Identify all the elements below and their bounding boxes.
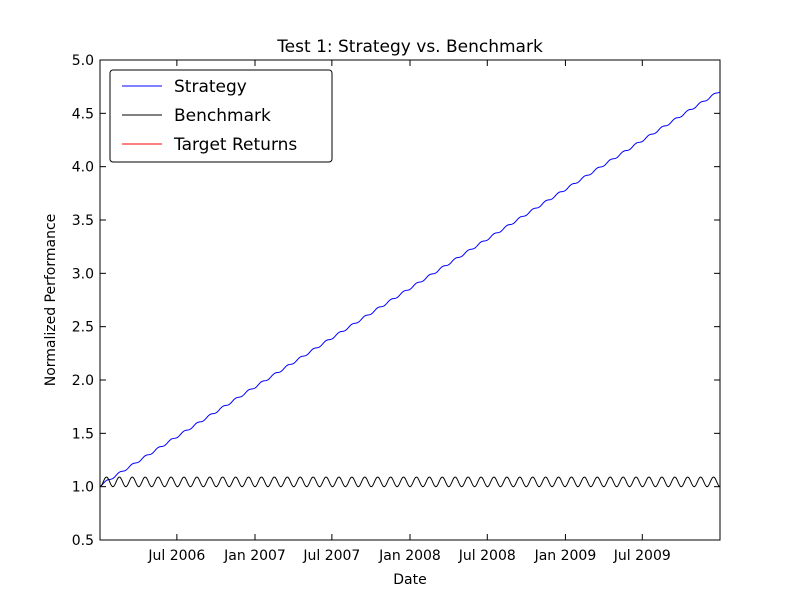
legend: Strategy Benchmark Target Returns — [109, 69, 333, 163]
legend-frame — [109, 69, 333, 163]
x-axis-ticks: Jul 2006 Jan 2007 Jul 2007 Jan 2008 Jul 2008… — [147, 60, 671, 564]
x-tick-label: Jul 2006 — [147, 548, 205, 564]
legend-label-target-returns: Target Returns — [173, 135, 297, 155]
series-line-benchmark — [99, 476, 721, 488]
x-tick-label: Jan 2007 — [223, 548, 286, 564]
y-tick-label: 3.5 — [72, 213, 94, 229]
y-axis-label: Normalized Performance — [43, 214, 59, 387]
x-tick-label: Jan 2009 — [534, 548, 597, 564]
x-tick-label: Jul 2008 — [458, 548, 516, 564]
y-tick-label: 4.0 — [72, 160, 94, 176]
series-layer — [99, 91, 721, 488]
y-tick-label: 3.0 — [72, 266, 94, 282]
x-tick-label: Jul 2007 — [302, 548, 360, 564]
y-tick-label: 2.0 — [72, 373, 94, 389]
y-tick-label: 1.0 — [72, 480, 94, 496]
y-tick-label: 2.5 — [72, 320, 94, 336]
legend-label-strategy: Strategy — [174, 77, 247, 97]
x-tick-label: Jul 2009 — [613, 548, 671, 564]
chart-title: Test 1: Strategy vs. Benchmark — [276, 37, 543, 57]
y-tick-label: 0.5 — [72, 533, 94, 549]
y-axis-ticks: 0.5 1.0 1.5 2.0 2.5 3.0 3.5 4.0 4.5 5.0 — [72, 53, 720, 549]
y-tick-label: 1.5 — [72, 426, 94, 442]
y-tick-label: 5.0 — [72, 53, 94, 69]
y-tick-label: 4.5 — [72, 106, 94, 122]
series-line-strategy — [99, 91, 721, 488]
legend-label-benchmark: Benchmark — [174, 106, 271, 126]
x-axis-label: Date — [393, 572, 426, 588]
x-tick-label: Jan 2008 — [378, 548, 441, 564]
